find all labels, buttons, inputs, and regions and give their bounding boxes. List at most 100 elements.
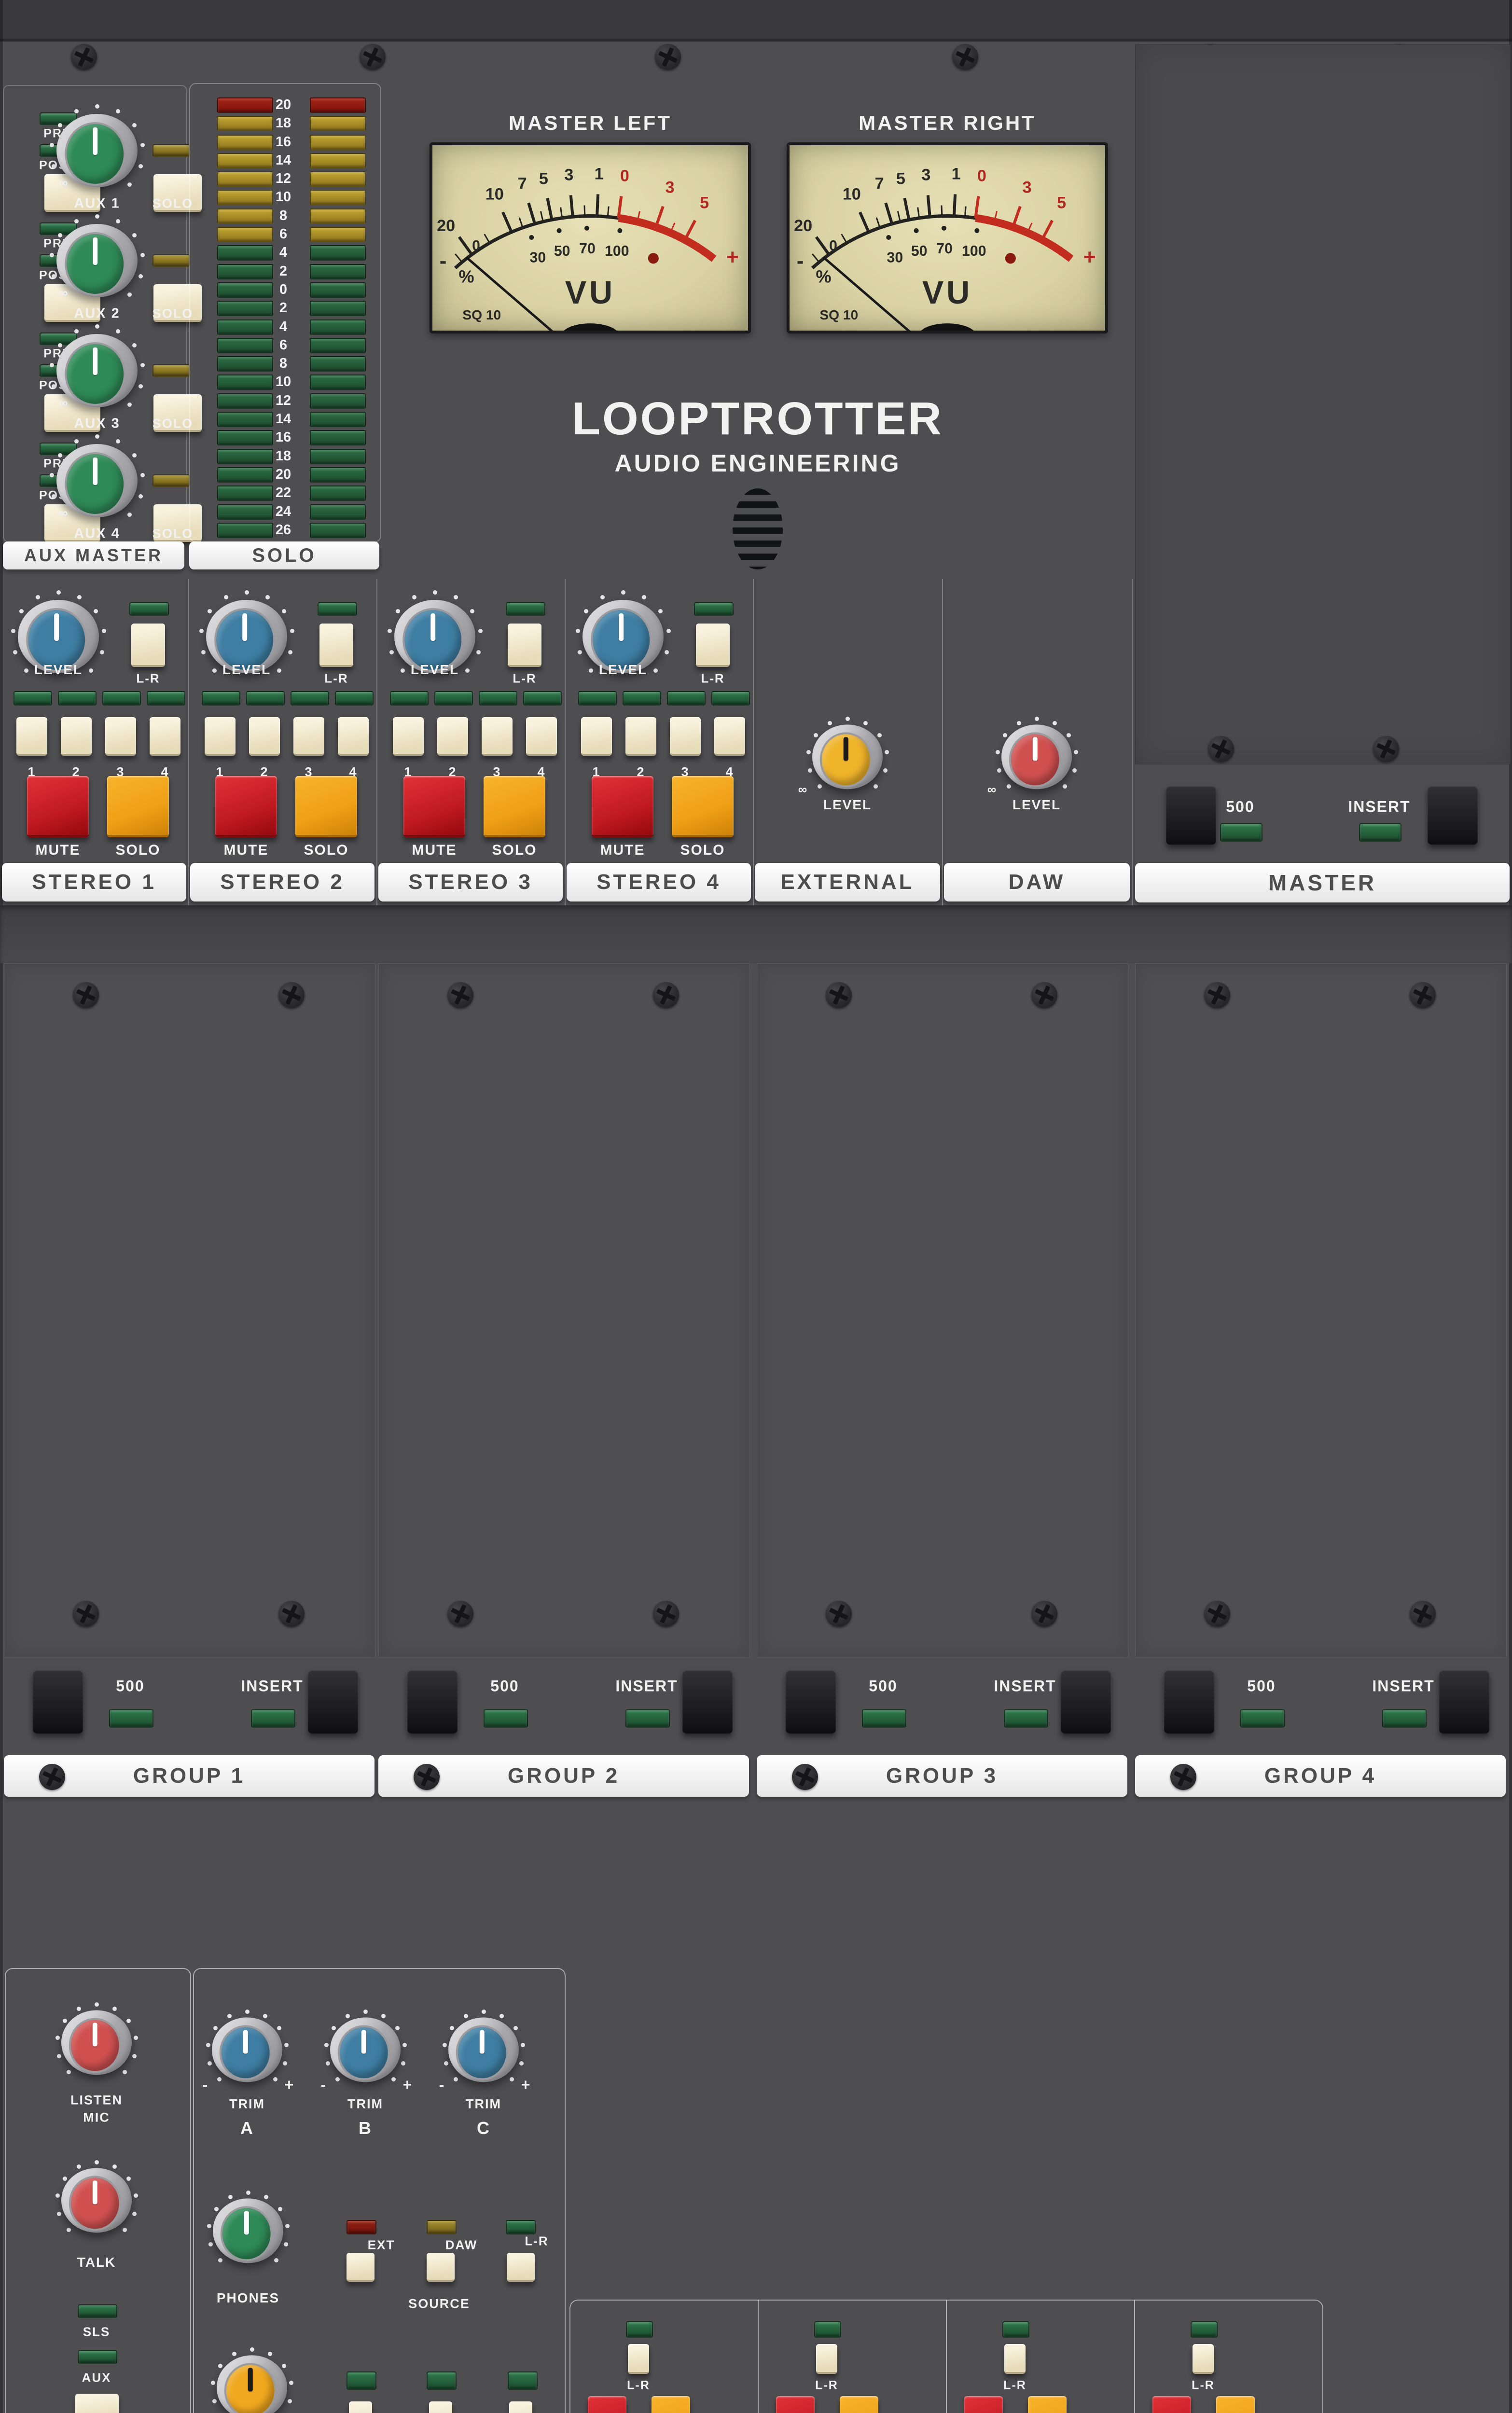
speaker-c-led	[508, 2371, 538, 2390]
aux-master-nameplate: AUX MASTER	[3, 541, 184, 569]
send-led	[102, 691, 141, 706]
chassis-left-edge	[0, 0, 3, 2413]
mute-label: MUTE	[35, 842, 81, 858]
send-button[interactable]	[714, 717, 745, 756]
lr-button[interactable]	[696, 624, 730, 667]
aux-master-rows: PRE POST ∞ AUX 1 SOLO PRE POST ∞ AUX 2	[3, 104, 202, 553]
solo-button[interactable]	[1028, 2396, 1067, 2413]
send-button[interactable]	[105, 717, 136, 756]
mute-button[interactable]	[403, 776, 465, 837]
solo-button[interactable]	[840, 2396, 878, 2413]
send-button[interactable]	[61, 717, 92, 756]
trim-b-letter: B	[359, 2118, 372, 2138]
master-500-led	[1220, 823, 1262, 842]
send-number: 1	[216, 764, 224, 779]
send-button[interactable]	[338, 717, 369, 756]
group-insert-label: INSERT	[994, 1677, 1056, 1695]
group-insert-switch[interactable]	[1439, 1670, 1489, 1733]
group-500-switch[interactable]	[786, 1670, 836, 1733]
solo-button[interactable]	[107, 776, 169, 837]
solo-button[interactable]	[153, 284, 202, 322]
solo-button[interactable]	[652, 2396, 690, 2413]
source-lr-button[interactable]	[507, 2253, 535, 2282]
group-send: 2	[58, 577, 97, 794]
meter-scale-value: 14	[275, 411, 291, 427]
solo-button[interactable]	[153, 394, 202, 432]
send-led	[246, 691, 285, 706]
solo-meter-row: 26	[189, 521, 379, 539]
send-button[interactable]	[670, 717, 701, 756]
group-insert-switch[interactable]	[308, 1670, 358, 1733]
group-insert-switch[interactable]	[682, 1670, 733, 1733]
mute-button[interactable]	[215, 776, 277, 837]
route-button[interactable]	[75, 2394, 119, 2413]
svg-text:5: 5	[1057, 194, 1066, 212]
solo-button[interactable]	[1216, 2396, 1255, 2413]
source-daw-button[interactable]	[427, 2253, 455, 2282]
solo-button[interactable]	[295, 776, 357, 837]
speaker-a-button[interactable]	[349, 2401, 372, 2413]
send-button[interactable]	[205, 717, 236, 756]
send-button[interactable]	[482, 717, 513, 756]
master-insert-switch[interactable]	[1428, 786, 1478, 845]
send-button[interactable]	[249, 717, 280, 756]
lr-button[interactable]	[319, 624, 353, 667]
mute-button[interactable]	[588, 2396, 626, 2413]
meter-scale-value: 16	[275, 134, 291, 150]
group-500-switch[interactable]	[1164, 1670, 1214, 1733]
meter-scale-value: 20	[275, 97, 291, 112]
speaker-c-button[interactable]	[509, 2401, 532, 2413]
solo-button[interactable]	[484, 776, 545, 837]
screw-icon	[1373, 736, 1399, 762]
solo-meter-row: 10	[189, 373, 379, 391]
lr-button[interactable]	[131, 624, 165, 667]
send-button[interactable]	[150, 717, 180, 756]
mute-button[interactable]	[1152, 2396, 1191, 2413]
strip-divider	[376, 579, 377, 905]
send-button[interactable]	[293, 717, 324, 756]
solo-button[interactable]	[153, 174, 202, 212]
source-ext-button[interactable]	[347, 2253, 375, 2282]
send-button[interactable]	[393, 717, 424, 756]
mute-button[interactable]	[592, 776, 653, 837]
send-button[interactable]	[581, 717, 612, 756]
meter-led-left	[217, 301, 273, 317]
send-number: 3	[305, 764, 313, 779]
meter-led-right	[310, 393, 366, 409]
speaker-b-button[interactable]	[429, 2401, 452, 2413]
sls-led	[78, 2304, 117, 2318]
group-500-switch[interactable]	[407, 1670, 458, 1733]
talkback-upper-panel	[5, 1968, 191, 2413]
send-button[interactable]	[16, 717, 47, 756]
group-500-switch[interactable]	[33, 1670, 83, 1733]
lr-label: L-R	[1003, 2378, 1026, 2392]
svg-text:7: 7	[518, 174, 527, 193]
svg-text:0: 0	[472, 238, 480, 254]
screw-icon	[1170, 1764, 1196, 1790]
mute-button[interactable]	[27, 776, 89, 837]
send-button[interactable]	[437, 717, 468, 756]
fader-strip: L-R MUTE SOLO GROUP 3 10	[946, 2300, 1134, 2413]
lr-button[interactable]	[1193, 2344, 1214, 2374]
mute-button[interactable]	[776, 2396, 815, 2413]
lr-label: L-R	[1192, 2378, 1215, 2392]
mute-button[interactable]	[964, 2396, 1003, 2413]
lr-label: L-R	[701, 671, 725, 686]
send-button[interactable]	[526, 717, 557, 756]
group-insert-led	[251, 1709, 295, 1728]
lr-button[interactable]	[1004, 2344, 1026, 2374]
source-daw-label: DAW	[445, 2237, 478, 2252]
send-led	[390, 691, 429, 706]
chassis-gap-band	[0, 905, 1512, 963]
solo-label: SOLO	[152, 526, 194, 541]
group-insert-switch[interactable]	[1061, 1670, 1111, 1733]
master-500-switch[interactable]	[1166, 786, 1216, 845]
send-number: 1	[592, 764, 601, 779]
lr-button[interactable]	[816, 2344, 837, 2374]
solo-button[interactable]	[672, 776, 734, 837]
send-button[interactable]	[625, 717, 656, 756]
lr-button[interactable]	[628, 2344, 649, 2374]
lr-button[interactable]	[508, 624, 541, 667]
meter-led-right	[310, 245, 366, 261]
svg-text:%: %	[816, 267, 831, 287]
